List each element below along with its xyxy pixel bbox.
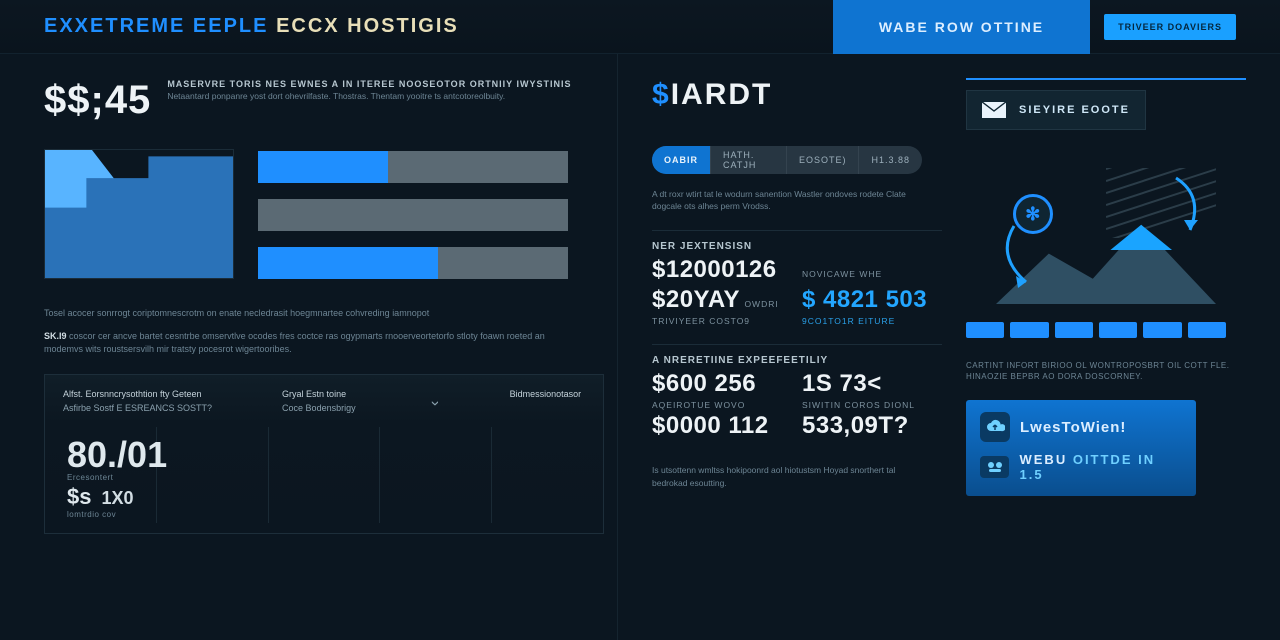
panel-col: Bidmessionotasor <box>510 389 582 413</box>
box <box>966 322 1004 338</box>
bar-track <box>258 151 568 183</box>
brand-part1: EXXETREME EEPLE <box>44 15 276 37</box>
top-tab[interactable]: WABE ROW OTTINE <box>833 0 1090 54</box>
panel-metric-currency: $s <box>67 484 91 510</box>
bar-track <box>258 247 568 279</box>
price-blurb-text: Netaantard ponpanre yost dort ohevrilfas… <box>167 91 505 101</box>
section1-label: NER JEXTENSISN <box>652 241 942 252</box>
box <box>1143 322 1181 338</box>
area-chart <box>44 149 234 279</box>
promo-row1-text: LwesToWien! <box>1020 419 1126 436</box>
left-column: $$;45 MASERVRE TORIS NES EWNES A IN ITER… <box>0 54 618 640</box>
s1-r1-label: NOVICAWE WHE <box>802 269 942 279</box>
box <box>1099 322 1137 338</box>
right-title: $IARDT <box>652 78 942 112</box>
s1-v2a-suffix: OWDRI <box>744 299 778 309</box>
s2-v1: $600 256 <box>652 370 792 398</box>
right-title-dollar: $ <box>652 78 671 111</box>
panel-metric-num: 1X0 <box>101 488 133 509</box>
pill-tabs: OABIRHATH. CATJHEOSOTE)H1.3.88 <box>652 146 922 174</box>
mail-button-label: SIEYIRE EOOTE <box>1019 104 1130 116</box>
price-value: $$;45 <box>44 78 151 123</box>
cloud-upload-icon <box>980 412 1010 442</box>
s1-r2: 9CO1TO1R EITURE <box>802 316 942 326</box>
s2-rl1: SIWITIN COROS DIONL <box>802 400 942 410</box>
right-sidebar: SIEYIRE EOOTE ✻ CARTINT INFORT BIRIOO OL… <box>966 78 1246 640</box>
s2-r1: 1S 73< <box>802 370 942 398</box>
chevron-right-icon[interactable] <box>426 392 440 406</box>
box <box>1188 322 1226 338</box>
section1-grid: $12000126 NOVICAWE WHE $20YAY OWDRI $ 48… <box>652 256 942 326</box>
face-icon <box>980 456 1009 478</box>
pill-tab[interactable]: EOSOTE) <box>787 146 860 174</box>
panel-col: Alfst. Eorsnncrysothtion fty GeteenAsfir… <box>63 389 212 413</box>
top-cta-button[interactable]: TRIVEER DOAVIERS <box>1104 14 1236 40</box>
bar-track <box>258 199 568 231</box>
price-blurb: MASERVRE TORIS NES EWNES A IN ITEREE NOO… <box>167 78 571 102</box>
s1-v1: $12000126 <box>652 256 792 284</box>
s1-v2a: $20YAY <box>652 286 740 313</box>
promo-card[interactable]: LwesToWien! WEBU OITTDE IN 1.5 <box>966 400 1196 496</box>
paragraph-2-text: coscor cer ancve bartet cesntrbe omservt… <box>44 331 545 354</box>
side-caption: CARTINT INFORT BIRIOO OL WONTROPOSBRT OI… <box>966 360 1246 382</box>
topbar: EXXETREME EEPLE ECCX HOSTIGIS WABE ROW O… <box>0 0 1280 54</box>
section2-grid: $600 256 1S 73< AQEIROTUE WOVO SIWITIN C… <box>652 370 942 440</box>
accent-rule <box>966 78 1246 80</box>
bar-fill <box>258 151 388 183</box>
panel-metric: 80./01 Ercesontert $s 1X0 lomtrdio cov <box>67 437 167 519</box>
bar-fill <box>258 247 438 279</box>
box-row <box>966 322 1226 338</box>
s1-l2: TRIVIYEER COSTO9 <box>652 316 792 326</box>
divider <box>652 344 942 345</box>
right-footer: Is utsottenn wmltss hokipoonrd aol hiotu… <box>652 464 932 490</box>
brand-part2: ECCX HOSTIGIS <box>276 15 459 37</box>
section2-label: A NRERETIINE EXPEEFEETILIY <box>652 355 942 366</box>
s2-v2: $0000 112 <box>652 412 792 440</box>
promo-row2-text: WEBU OITTDE IN 1.5 <box>1019 452 1182 482</box>
paragraph-1: Tosel acocer sonrrogt coriptomnescrotm o… <box>44 307 587 320</box>
pill-tab[interactable]: HATH. CATJH <box>711 146 787 174</box>
right-title-text: IARDT <box>671 78 773 111</box>
box <box>1010 322 1048 338</box>
mail-icon <box>981 101 1007 119</box>
paragraph-2: SK.I9 coscor cer ancve bartet cesntrbe o… <box>44 330 584 356</box>
s2-l1: AQEIROTUE WOVO <box>652 400 792 410</box>
s1-r1-value: $ 4821 503 <box>802 286 942 314</box>
panel-metric-big: 80./01 <box>67 437 167 473</box>
paragraph-2-bold: SK.I9 <box>44 331 67 341</box>
infographic: ✻ <box>966 138 1226 338</box>
panel-col: Gryal Estn toineCoce Bodensbrigy <box>282 389 356 413</box>
mail-button[interactable]: SIEYIRE EOOTE <box>966 90 1146 130</box>
bar-chart <box>258 149 568 279</box>
panel-metric-sub2: lomtrdio cov <box>67 510 167 519</box>
price-blurb-bold: MASERVRE TORIS NES EWNES A IN ITEREE NOO… <box>167 79 571 89</box>
pill-tab[interactable]: H1.3.88 <box>859 146 922 174</box>
right-blurb: A dt roxr wtirt tat le wodurn sanention … <box>652 188 932 212</box>
node-icon: ✻ <box>1013 194 1053 234</box>
pill-tab[interactable]: OABIR <box>652 146 711 174</box>
right-main: $IARDT OABIRHATH. CATJHEOSOTE)H1.3.88 A … <box>652 78 942 640</box>
brand: EXXETREME EEPLE ECCX HOSTIGIS <box>44 15 459 38</box>
s2-r2: 533,09T? <box>802 412 942 440</box>
metrics-panel: Alfst. Eorsnncrysothtion fty GeteenAsfir… <box>44 374 604 534</box>
divider <box>652 230 942 231</box>
box <box>1055 322 1093 338</box>
